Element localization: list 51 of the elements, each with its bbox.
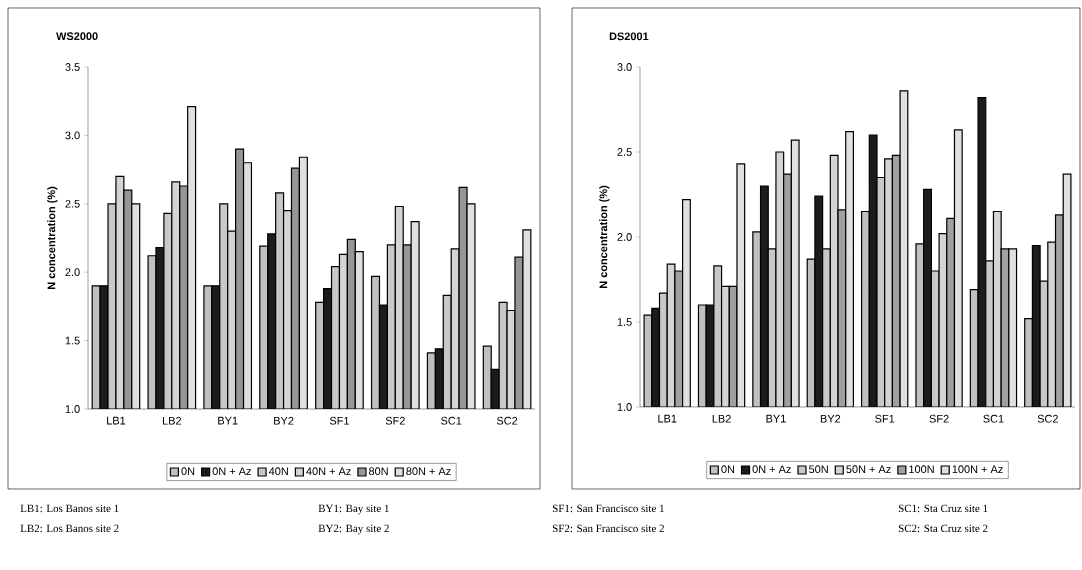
chart-title: DS2001: [609, 32, 649, 41]
legend-label: 40N: [268, 467, 288, 476]
x-tick-label: LB1: [107, 416, 126, 425]
text: LB2: Los Banos site 2: [20, 524, 119, 533]
x-tick-label: SC1: [441, 416, 462, 425]
legend-label: 0N: [181, 467, 195, 476]
legend-label: 80N + Az: [406, 467, 451, 476]
y-tick-label: 3.0: [65, 131, 80, 140]
text: SC1: Sta Cruz site 1: [898, 504, 988, 513]
legend-label: 0N + Az: [212, 467, 251, 476]
text: SF2: San Francisco site 2: [552, 524, 664, 533]
y-axis-title: N concentration (%): [599, 185, 610, 288]
y-tick-label: 3.0: [617, 63, 632, 71]
legend-label: 0N + Az: [752, 465, 791, 474]
text: BY1: Bay site 1: [318, 504, 389, 515]
x-tick-label: BY1: [766, 414, 786, 423]
legend-label: 40N + Az: [306, 467, 351, 476]
x-tick-label: SC2: [1037, 414, 1058, 423]
text: SC2: Sta Cruz site 2: [898, 524, 988, 533]
y-tick-label: 1.0: [65, 405, 80, 413]
x-tick-label: SF2: [385, 416, 405, 425]
x-tick-label: BY2: [274, 416, 294, 425]
x-tick-label: LB1: [658, 414, 677, 423]
x-tick-label: SF1: [329, 416, 349, 425]
x-tick-label: BY1: [218, 416, 238, 425]
y-axis-title: N concentration (%): [47, 186, 58, 289]
legend-label: 100N + Az: [952, 465, 1003, 474]
legend-label: 100N: [909, 465, 934, 474]
x-tick-label: SF1: [875, 414, 895, 423]
y-tick-label: 1.5: [65, 336, 80, 345]
text: SF1: San Francisco site 1: [552, 504, 664, 513]
y-tick-label: 1.5: [617, 318, 632, 326]
x-tick-label: SC2: [496, 416, 518, 425]
x-tick-label: LB2: [162, 416, 182, 425]
x-tick-label: LB2: [712, 414, 731, 423]
text: BY2: Bay site 2: [318, 524, 389, 535]
y-tick-label: 1.0: [617, 403, 632, 411]
x-tick-label: BY2: [820, 414, 841, 423]
y-tick-label: 2.0: [65, 268, 80, 277]
text: LB1: Los Banos site 1: [20, 504, 119, 513]
y-tick-label: 2.5: [617, 148, 632, 156]
legend-label: 80N: [369, 467, 388, 476]
legend-label: 0N: [721, 465, 735, 474]
y-tick-label: 2.5: [65, 199, 80, 208]
y-tick-label: 3.5: [65, 63, 80, 71]
legend-label: 50N + Az: [846, 465, 891, 474]
x-tick-label: SF2: [929, 414, 949, 423]
chart-title: WS2000: [56, 32, 98, 41]
y-tick-label: 2.0: [617, 233, 632, 241]
x-tick-label: SC1: [983, 414, 1004, 423]
legend-label: 50N: [809, 465, 828, 474]
